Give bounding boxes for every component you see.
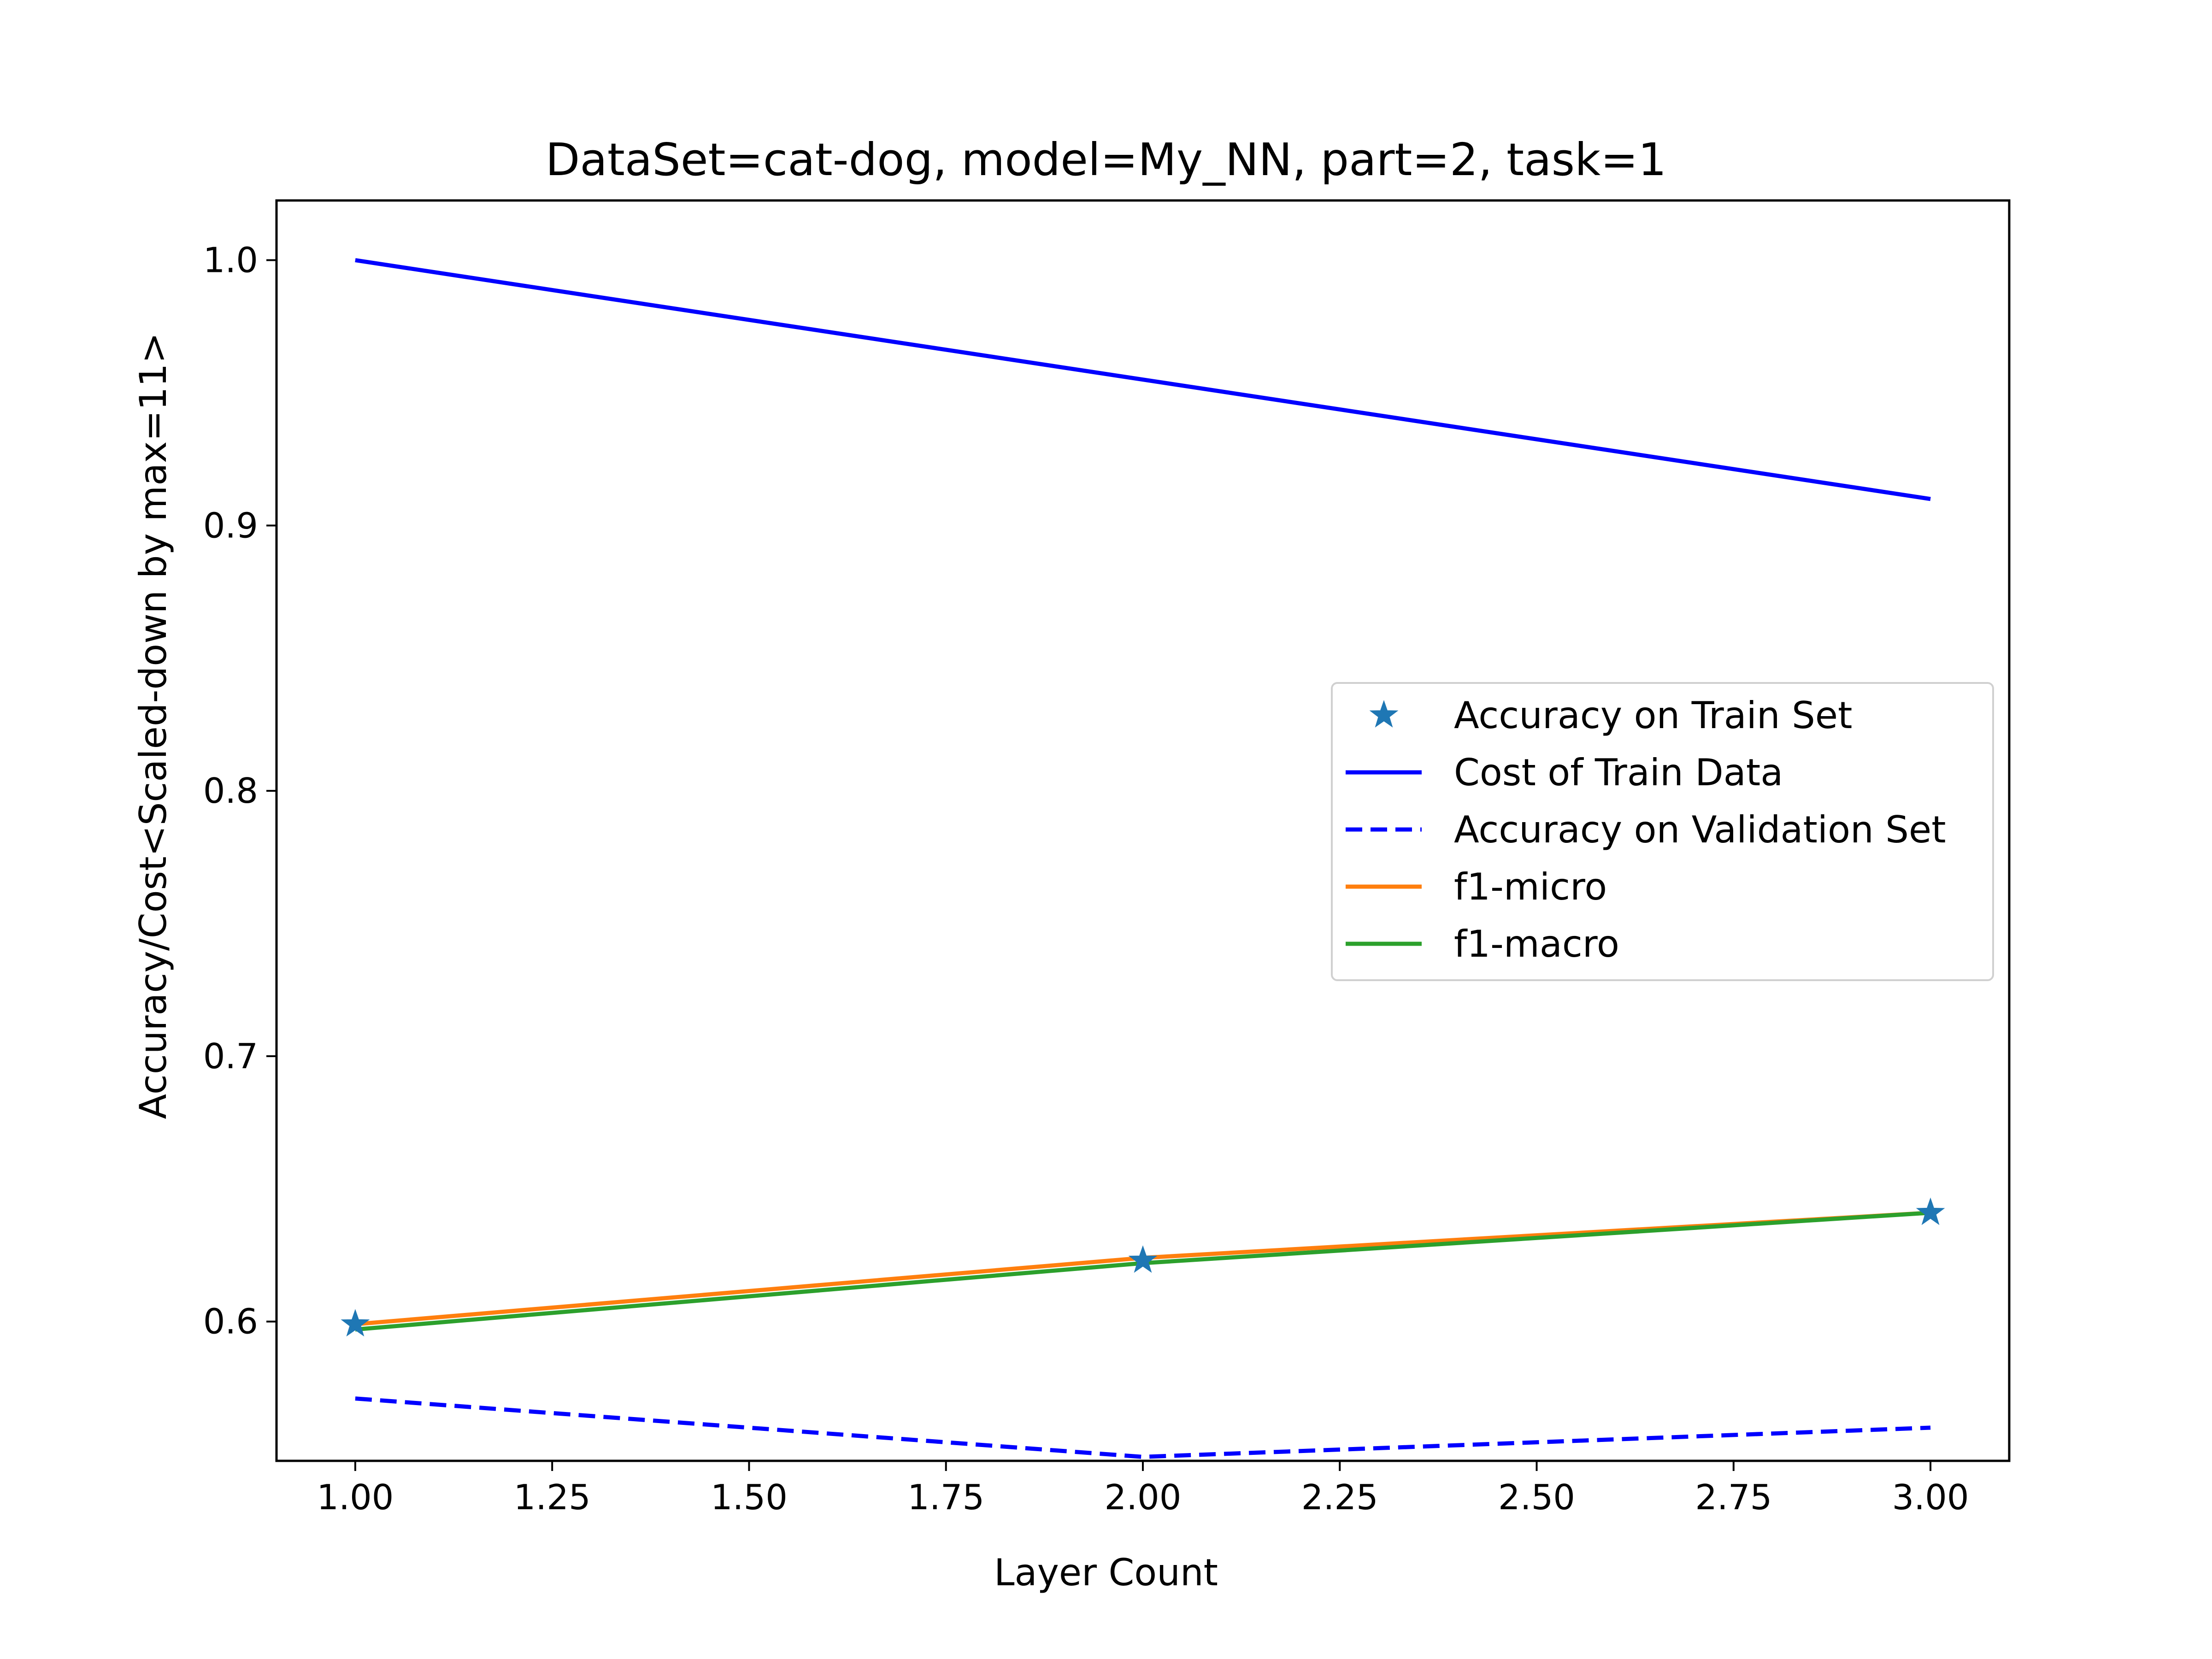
y-tick-label: 0.6: [203, 1301, 258, 1342]
x-tick-label: 2.25: [1301, 1477, 1378, 1518]
plot-area: 1.00 1.25 1.50 1.75 2.00 2.25 2.50 2.75 3.00 0.6 0…: [203, 199, 2011, 1518]
x-tick-label: 1.50: [711, 1477, 788, 1518]
legend-label-cost-of-train-data: Cost of Train Data: [1454, 751, 1783, 794]
legend-label-accuracy-on-validation-set: Accuracy on Validation Set: [1454, 808, 1946, 851]
data-point-accuracy-on-train-set: [1128, 1245, 1158, 1273]
data-point-accuracy-on-train-set: [1916, 1197, 1945, 1225]
x-tick-label: 3.00: [1892, 1477, 1969, 1518]
legend: Accuracy on Train Set Cost of Train Data A…: [1331, 682, 1994, 981]
x-axis-title: Layer Count: [994, 1551, 1218, 1594]
data-point-accuracy-on-train-set: [341, 1309, 370, 1337]
y-tick-label: 0.9: [203, 505, 258, 546]
legend-label-f1-macro: f1-macro: [1454, 923, 1619, 965]
series-line-accuracy-on-validation-set: [355, 1396, 1931, 1459]
x-tick-label: 1.00: [317, 1477, 394, 1518]
y-axis-title: Accuracy/Cost<Scaled-down by max=11>: [132, 333, 175, 1119]
y-tick-label: 0.7: [203, 1036, 258, 1077]
x-tick-label: 2.00: [1105, 1477, 1182, 1518]
legend-label-accuracy-on-train-set: Accuracy on Train Set: [1454, 694, 1853, 737]
y-tick-label: 0.8: [203, 771, 258, 811]
chart-title: DataSet=cat-dog, model=My_NN, part=2, ta…: [546, 134, 1667, 186]
y-tick-label: 1.0: [203, 240, 258, 281]
x-tick-label: 2.75: [1695, 1477, 1772, 1518]
x-tick-label: 1.75: [907, 1477, 984, 1518]
x-tick-label: 2.50: [1498, 1477, 1575, 1518]
legend-box: [1331, 682, 1994, 981]
legend-marker-accuracy-on-train-set: [1369, 700, 1399, 728]
series-line-cost-of-train-data: [355, 258, 1931, 501]
legend-label-f1-micro: f1-micro: [1454, 865, 1607, 908]
x-tick-label: 1.25: [514, 1477, 591, 1518]
